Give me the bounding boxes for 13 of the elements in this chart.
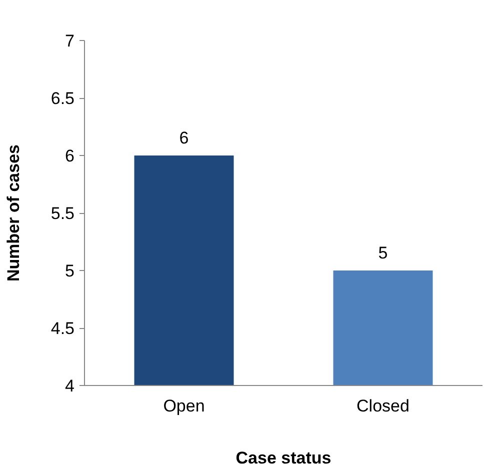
- y-tick-label: 7: [65, 32, 75, 50]
- data-label: 5: [378, 244, 388, 262]
- data-label: 6: [179, 128, 189, 148]
- x-tick-label: Closed: [356, 396, 410, 416]
- y-tick-label: 4: [65, 376, 75, 396]
- x-tick-label: Open: [163, 396, 205, 416]
- x-axis-title: Case status: [236, 448, 332, 468]
- y-tick-label: 6.5: [50, 89, 75, 108]
- y-tick-label: 6: [65, 146, 75, 166]
- y-tick-label: 4.5: [50, 319, 75, 338]
- y-axis-title: Number of cases: [4, 144, 23, 282]
- y-tick-label: 5.5: [50, 204, 75, 223]
- y-tick-label: 5: [65, 262, 75, 280]
